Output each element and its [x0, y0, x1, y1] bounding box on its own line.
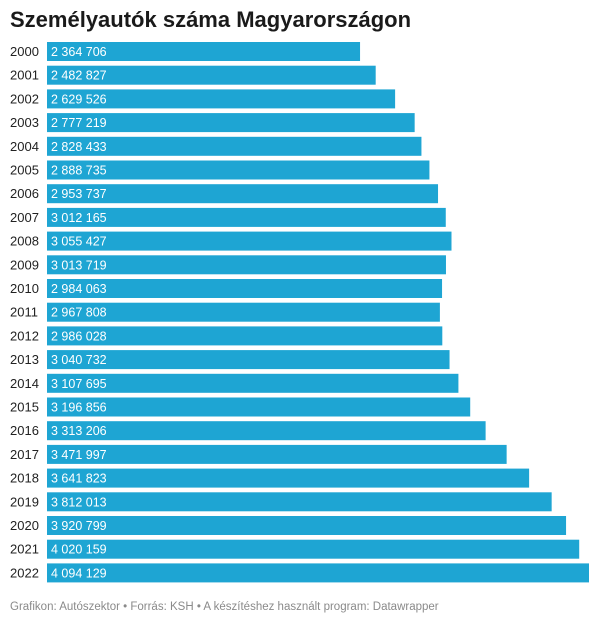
category-label-2014: 2014 — [10, 376, 39, 391]
bar-2004 — [47, 136, 422, 156]
value-label-2003: 2 777 219 — [51, 116, 107, 130]
category-label-2016: 2016 — [10, 423, 39, 438]
value-label-2016: 3 313 206 — [51, 424, 107, 438]
bar-2016 — [47, 421, 486, 441]
bar-2017 — [47, 444, 507, 464]
category-label-2000: 2000 — [10, 44, 39, 59]
category-label-2018: 2018 — [10, 471, 39, 486]
category-label-2005: 2005 — [10, 163, 39, 178]
category-label-2006: 2006 — [10, 186, 39, 201]
bar-2006 — [47, 184, 439, 204]
value-label-2000: 2 364 706 — [51, 45, 107, 59]
bar-2020 — [47, 516, 567, 535]
bar-2018 — [47, 468, 530, 488]
value-label-2004: 2 828 433 — [51, 140, 107, 154]
bar-2000 — [47, 42, 361, 61]
category-label-2012: 2012 — [10, 328, 39, 343]
bar-2005 — [47, 160, 430, 180]
value-label-2009: 3 013 719 — [51, 258, 107, 272]
value-label-2012: 2 986 028 — [51, 329, 107, 343]
category-label-2017: 2017 — [10, 447, 39, 462]
bar-2008 — [47, 231, 452, 251]
bar-2013 — [47, 350, 450, 370]
value-label-2020: 3 920 799 — [51, 519, 107, 533]
category-label-2010: 2010 — [10, 281, 39, 296]
value-label-2013: 3 040 732 — [51, 353, 107, 367]
value-label-2021: 4 020 159 — [51, 543, 107, 557]
category-label-2003: 2003 — [10, 115, 39, 130]
category-label-2001: 2001 — [10, 68, 39, 83]
value-label-2017: 3 471 997 — [51, 448, 107, 462]
bar-2015 — [47, 397, 471, 417]
bar-2021 — [47, 539, 580, 559]
value-label-2018: 3 641 823 — [51, 472, 107, 486]
category-label-2008: 2008 — [10, 234, 39, 249]
bar-2010 — [47, 279, 443, 298]
category-label-2021: 2021 — [10, 542, 39, 557]
value-label-2014: 3 107 695 — [51, 377, 107, 391]
value-label-2001: 2 482 827 — [51, 69, 107, 83]
value-label-2011: 2 967 808 — [51, 306, 107, 320]
category-label-2011: 2011 — [10, 305, 38, 320]
chart-title: Személyautók száma Magyarországon — [10, 7, 412, 32]
bar-2007 — [47, 207, 446, 227]
bars-group: 2000 2 364 706 2001 2 482 827 2002 2 629 526 2… — [10, 42, 589, 583]
category-label-2022: 2022 — [10, 565, 39, 580]
value-label-2005: 2 888 735 — [51, 164, 107, 178]
bar-2002 — [47, 89, 396, 109]
category-label-2009: 2009 — [10, 257, 39, 272]
bar-2012 — [47, 326, 443, 346]
category-label-2007: 2007 — [10, 210, 39, 225]
bar-2014 — [47, 373, 459, 393]
category-label-2020: 2020 — [10, 518, 39, 533]
bar-2009 — [47, 255, 446, 275]
value-label-2006: 2 953 737 — [51, 187, 107, 201]
value-label-2015: 3 196 856 — [51, 401, 107, 415]
bar-2022 — [47, 563, 589, 583]
bar-2001 — [47, 65, 376, 85]
bar-chart: 2000 2 364 706 2001 2 482 827 2002 2 629 526 2… — [10, 42, 589, 583]
category-label-2019: 2019 — [10, 494, 39, 509]
value-label-2007: 3 012 165 — [51, 211, 107, 225]
value-label-2010: 2 984 063 — [51, 282, 107, 296]
category-label-2013: 2013 — [10, 352, 39, 367]
bar-2003 — [47, 113, 415, 133]
category-label-2002: 2002 — [10, 91, 39, 106]
category-label-2004: 2004 — [10, 139, 39, 154]
value-label-2022: 4 094 129 — [51, 566, 107, 580]
category-label-2015: 2015 — [10, 400, 39, 415]
value-label-2008: 3 055 427 — [51, 235, 107, 249]
bar-2011 — [47, 302, 440, 322]
source-credits: Grafikon: Autószektor • Forrás: KSH • A … — [10, 601, 439, 613]
value-label-2019: 3 812 013 — [51, 495, 107, 509]
value-label-2002: 2 629 526 — [51, 92, 107, 106]
bar-2019 — [47, 492, 552, 512]
